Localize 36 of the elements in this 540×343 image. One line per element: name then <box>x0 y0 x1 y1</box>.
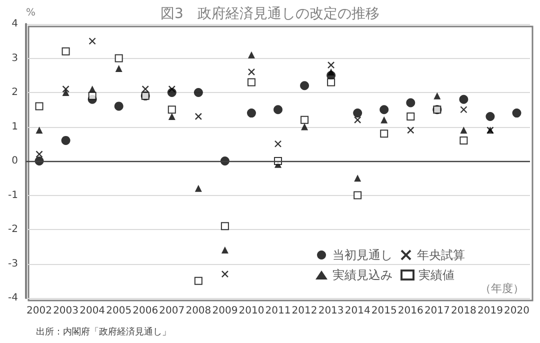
x-tick-label: 2002 <box>26 306 52 316</box>
y-axis-title: % <box>26 8 36 18</box>
x-tick-label: 2015 <box>371 306 397 316</box>
y-tick-label: 4 <box>12 18 18 30</box>
x-tick-label: 2003 <box>53 306 79 316</box>
legend-label: 実績見込み <box>332 268 392 282</box>
legend-label: 実績値 <box>418 268 454 282</box>
x-tick-label: 2018 <box>450 306 476 316</box>
x-tick-label: 2009 <box>212 306 238 316</box>
y-tick-label: -4 <box>8 292 18 304</box>
x-tick-label: 2017 <box>424 306 450 316</box>
x-tick-label: 2008 <box>186 306 212 316</box>
x-axis-title: （年度） <box>480 282 524 295</box>
y-tick-label: -1 <box>8 190 18 201</box>
x-tick-label: 2013 <box>318 306 344 316</box>
y-tick-label: -3 <box>8 258 18 270</box>
x-tick-label: 2011 <box>265 306 291 316</box>
x-tick-label: 2005 <box>106 306 132 316</box>
x-tick-label: 2012 <box>292 306 318 316</box>
x-tick-label: 2020 <box>504 306 530 316</box>
x-tick-label: 2006 <box>132 306 158 316</box>
y-tick-label: 2 <box>12 87 18 98</box>
text: 出所：内閣府「政府経済見通し」 <box>36 326 171 338</box>
y-tick-label: 1 <box>12 121 18 132</box>
x-tick-label: 2016 <box>398 306 424 316</box>
y-tick-label: 0 <box>12 156 18 166</box>
chart-title: 図3 政府経済見通しの改定の推移 <box>160 6 380 22</box>
x-tick-label: 2019 <box>477 306 503 316</box>
legend-label: 当初見通し <box>332 248 392 262</box>
legend-label: 年央試算 <box>417 248 465 262</box>
x-tick-label: 2010 <box>238 306 264 316</box>
x-tick-label: 2014 <box>344 306 370 316</box>
y-tick-label: 3 <box>12 52 18 64</box>
x-tick-label: 2004 <box>80 306 106 316</box>
x-tick-label: 2007 <box>159 306 185 316</box>
y-tick-label: -2 <box>8 224 18 235</box>
